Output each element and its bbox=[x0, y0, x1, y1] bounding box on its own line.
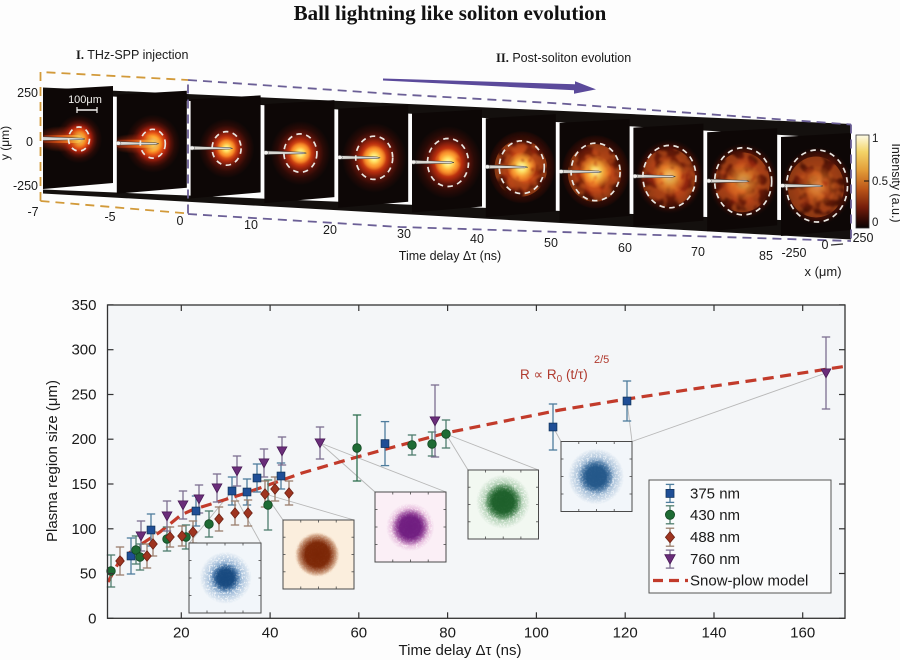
svg-text:50: 50 bbox=[544, 236, 558, 250]
svg-text:Time delay Δτ (ns): Time delay Δτ (ns) bbox=[399, 249, 501, 263]
svg-text:140: 140 bbox=[701, 624, 726, 641]
svg-text:430 nm: 430 nm bbox=[690, 507, 740, 524]
svg-text:20: 20 bbox=[323, 223, 337, 237]
svg-text:250: 250 bbox=[17, 86, 38, 100]
svg-text:Time delay Δτ (ns): Time delay Δτ (ns) bbox=[399, 642, 522, 659]
svg-text:1: 1 bbox=[872, 133, 878, 145]
svg-text:100: 100 bbox=[71, 521, 96, 538]
svg-text:250: 250 bbox=[853, 231, 874, 245]
svg-text:80: 80 bbox=[439, 624, 456, 641]
svg-text:0.5: 0.5 bbox=[872, 176, 888, 188]
svg-text:200: 200 bbox=[71, 431, 96, 448]
svg-text:70: 70 bbox=[691, 245, 705, 259]
svg-text:100: 100 bbox=[524, 624, 549, 641]
svg-text:-250: -250 bbox=[13, 179, 38, 193]
svg-text:60: 60 bbox=[618, 241, 632, 255]
svg-text:II. Post-soliton evolution: II. Post-soliton evolution bbox=[496, 51, 631, 65]
svg-text:0: 0 bbox=[822, 238, 829, 252]
svg-text:Snow-plow model: Snow-plow model bbox=[690, 573, 808, 590]
svg-text:10: 10 bbox=[244, 218, 258, 232]
svg-text:60: 60 bbox=[350, 624, 367, 641]
svg-text:30: 30 bbox=[397, 227, 411, 241]
svg-text:40: 40 bbox=[470, 232, 484, 246]
svg-text:120: 120 bbox=[613, 624, 638, 641]
svg-text:-7: -7 bbox=[27, 205, 38, 219]
svg-text:375 nm: 375 nm bbox=[690, 485, 740, 502]
svg-text:85: 85 bbox=[759, 249, 773, 263]
svg-text:Plasma region size (μm): Plasma region size (μm) bbox=[44, 380, 61, 542]
svg-text:250: 250 bbox=[71, 387, 96, 404]
svg-text:100μm: 100μm bbox=[68, 94, 102, 106]
svg-text:2/5: 2/5 bbox=[594, 354, 609, 366]
svg-text:Intensity (a.u.): Intensity (a.u.) bbox=[889, 143, 900, 222]
svg-text:-5: -5 bbox=[104, 210, 115, 224]
svg-text:0: 0 bbox=[872, 217, 878, 229]
svg-text:x (μm): x (μm) bbox=[804, 264, 841, 279]
svg-text:0: 0 bbox=[177, 214, 184, 228]
svg-text:300: 300 bbox=[71, 342, 96, 359]
svg-text:40: 40 bbox=[262, 624, 279, 641]
svg-text:150: 150 bbox=[71, 476, 96, 493]
svg-text:y (μm): y (μm) bbox=[0, 126, 12, 160]
svg-text:160: 160 bbox=[790, 624, 815, 641]
svg-text:0: 0 bbox=[26, 135, 33, 149]
svg-text:488 nm: 488 nm bbox=[690, 529, 740, 546]
svg-text:20: 20 bbox=[173, 624, 190, 641]
svg-text:350: 350 bbox=[71, 297, 96, 314]
svg-text:I. THz-SPP injection: I. THz-SPP injection bbox=[76, 48, 188, 62]
svg-text:R ∝ R0 (t/τ): R ∝ R0 (t/τ) bbox=[520, 367, 588, 385]
svg-text:0: 0 bbox=[88, 610, 96, 627]
svg-text:Ball lightning like soliton ev: Ball lightning like soliton evolution bbox=[294, 1, 607, 25]
svg-text:-250: -250 bbox=[781, 246, 806, 260]
svg-text:50: 50 bbox=[80, 566, 97, 583]
svg-text:760 nm: 760 nm bbox=[690, 551, 740, 568]
